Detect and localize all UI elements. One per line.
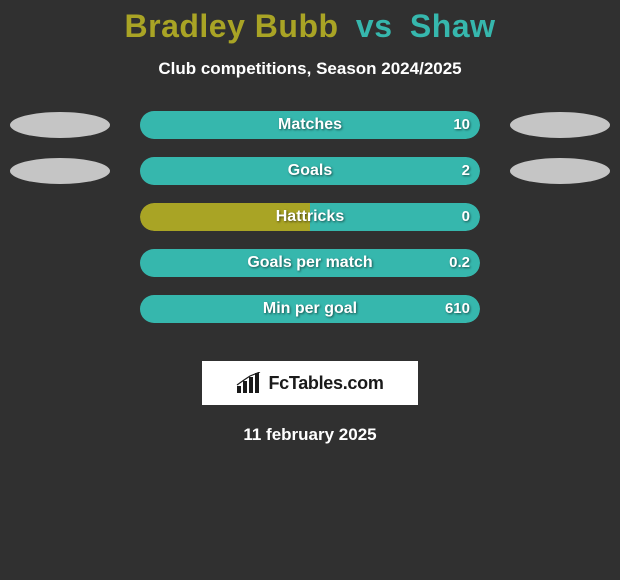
subtitle: Club competitions, Season 2024/2025 — [0, 59, 620, 79]
oval-player-b — [510, 158, 610, 184]
stat-value-b: 0.2 — [449, 249, 470, 277]
page-title: Bradley Bubb vs Shaw — [0, 0, 620, 45]
stat-bar — [140, 295, 480, 323]
comparison-card: Bradley Bubb vs Shaw Club competitions, … — [0, 0, 620, 580]
stat-bar — [140, 157, 480, 185]
oval-player-a — [10, 112, 110, 138]
stat-row: Min per goal610 — [0, 295, 620, 341]
stat-bar — [140, 111, 480, 139]
stat-row: Hattricks0 — [0, 203, 620, 249]
stat-bar — [140, 249, 480, 277]
oval-player-b — [510, 112, 610, 138]
bar-fill-b — [140, 249, 480, 277]
title-player-a: Bradley Bubb — [125, 8, 339, 44]
footer-date: 11 february 2025 — [0, 425, 620, 445]
stat-row: Matches10 — [0, 111, 620, 157]
stats-rows: Matches10Goals2Hattricks0Goals per match… — [0, 111, 620, 341]
stat-value-b: 2 — [462, 157, 470, 185]
bar-fill-b — [140, 295, 480, 323]
stat-bar — [140, 203, 480, 231]
logo-text: FcTables.com — [268, 373, 383, 394]
oval-player-a — [10, 158, 110, 184]
title-player-b: Shaw — [410, 8, 496, 44]
bars-icon — [236, 372, 262, 394]
logo-box: FcTables.com — [202, 361, 418, 405]
stat-value-b: 10 — [453, 111, 470, 139]
stat-value-b: 610 — [445, 295, 470, 323]
title-vs: vs — [356, 8, 393, 44]
bar-fill-b — [140, 157, 480, 185]
stat-row: Goals2 — [0, 157, 620, 203]
bar-fill-b — [310, 203, 480, 231]
stat-value-b: 0 — [462, 203, 470, 231]
bar-fill-a — [140, 203, 310, 231]
stat-row: Goals per match0.2 — [0, 249, 620, 295]
bar-fill-b — [140, 111, 480, 139]
